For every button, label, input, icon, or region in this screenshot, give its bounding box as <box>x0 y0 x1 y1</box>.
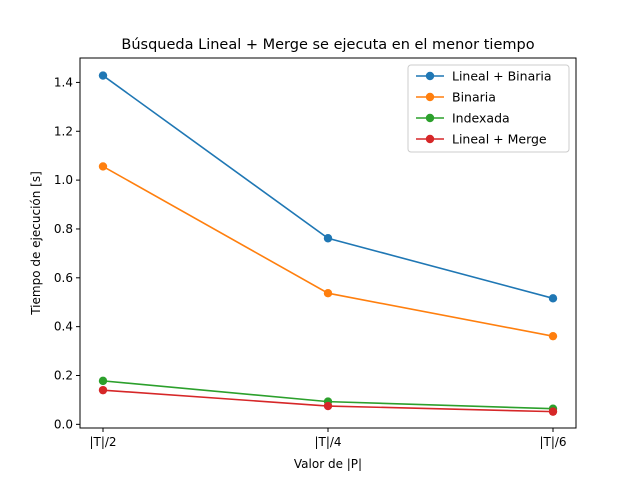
legend-marker <box>425 134 435 144</box>
data-point <box>98 385 108 395</box>
data-point <box>323 234 333 243</box>
data-point <box>548 331 558 341</box>
data-point <box>323 288 333 298</box>
legend-label: Lineal + Binaria <box>452 69 552 84</box>
data-point <box>98 162 108 171</box>
y-tick-label: 0.8 <box>54 222 73 236</box>
legend-marker <box>425 92 435 102</box>
y-tick-label: 0.0 <box>54 417 73 431</box>
data-point <box>98 376 108 386</box>
x-axis-label: Valor de |P| <box>294 457 362 471</box>
legend-label: Binaria <box>452 90 496 105</box>
y-tick-label: 1.4 <box>54 75 73 89</box>
legend-marker <box>425 113 435 123</box>
chart-title: Búsqueda Lineal + Merge se ejecuta en el… <box>121 37 534 53</box>
legend: Lineal + Binaria Binaria Indexada Lineal + … <box>407 64 570 153</box>
legend-label: Indexada <box>452 111 510 126</box>
y-tick-label: 1.0 <box>54 173 73 187</box>
data-point <box>323 401 333 411</box>
y-tick-label: 0.4 <box>54 320 73 334</box>
legend-box <box>407 64 570 153</box>
y-tick-label: 1.2 <box>54 124 73 138</box>
y-tick-label: 0.6 <box>54 271 73 285</box>
y-axis-label: Tiempo de ejecución [s] <box>29 171 43 316</box>
x-tick-label: |T|/2 <box>89 435 116 449</box>
y-tick-label: 0.2 <box>54 368 73 382</box>
x-tick-label: |T|/4 <box>314 435 341 449</box>
series-line <box>102 165 554 337</box>
data-point <box>548 294 558 303</box>
data-point <box>548 407 558 416</box>
x-tick-label: |T|/6 <box>539 435 566 449</box>
legend-marker <box>425 71 435 81</box>
data-point <box>98 71 108 80</box>
legend-label: Lineal + Merge <box>452 132 547 147</box>
